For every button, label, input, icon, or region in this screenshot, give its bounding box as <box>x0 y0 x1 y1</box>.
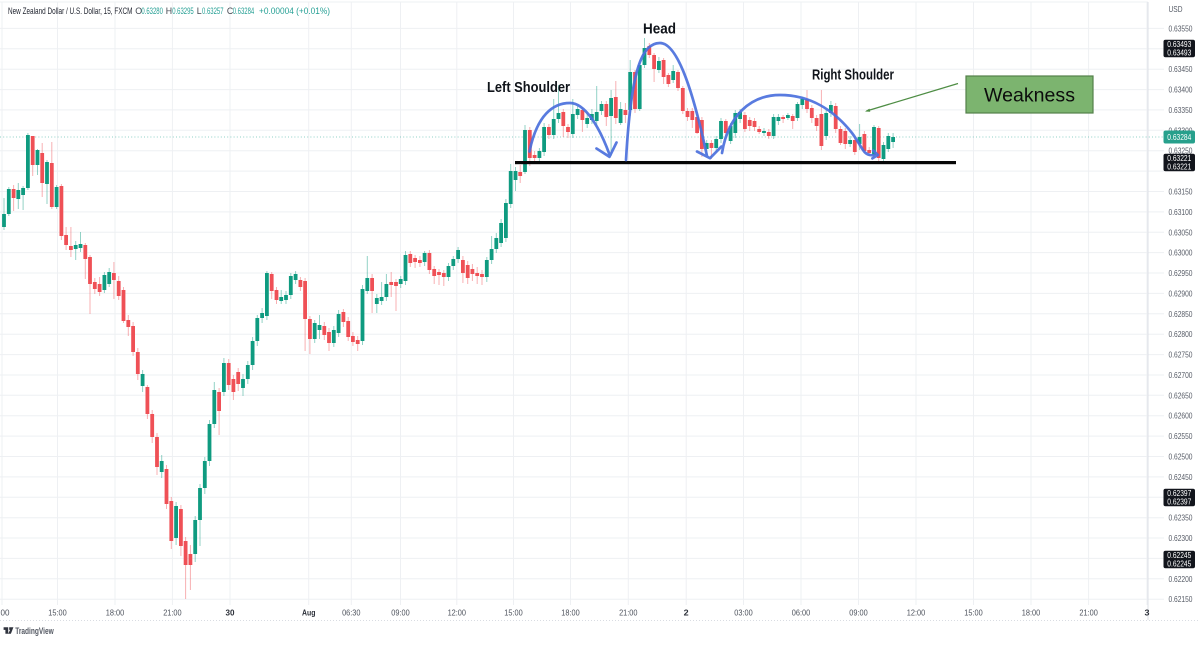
svg-text:03:00: 03:00 <box>734 608 753 618</box>
svg-text:21:00: 21:00 <box>619 608 638 618</box>
svg-text:12:00: 12:00 <box>448 608 467 618</box>
svg-text:0.63221: 0.63221 <box>1167 154 1191 163</box>
svg-text:09:00: 09:00 <box>849 608 868 618</box>
svg-text:0.63100: 0.63100 <box>1169 207 1193 217</box>
svg-text:0.63280: 0.63280 <box>141 6 163 16</box>
svg-text:09:00: 09:00 <box>391 608 410 618</box>
svg-text:0.63250: 0.63250 <box>1169 146 1193 156</box>
svg-text:0.62500: 0.62500 <box>1169 452 1193 462</box>
svg-text:0.62245: 0.62245 <box>1167 560 1192 569</box>
svg-text:15:00: 15:00 <box>964 608 983 618</box>
svg-text:0.63284: 0.63284 <box>1167 133 1192 142</box>
svg-text:Right Shoulder: Right Shoulder <box>812 67 894 84</box>
svg-text:21:00: 21:00 <box>163 608 182 618</box>
svg-text:0.62450: 0.62450 <box>1169 472 1193 482</box>
svg-text:21:00: 21:00 <box>1079 608 1098 618</box>
svg-text:0.63257: 0.63257 <box>202 6 224 16</box>
svg-text:0.63300: 0.63300 <box>1169 125 1193 135</box>
svg-text:0.63000: 0.63000 <box>1169 248 1193 258</box>
svg-text:Aug: Aug <box>302 608 316 618</box>
svg-text:30: 30 <box>226 608 235 618</box>
svg-text:0.63295: 0.63295 <box>172 6 194 16</box>
svg-text:06:00: 06:00 <box>792 608 811 618</box>
svg-text:+0.00004 (+0.01%): +0.00004 (+0.01%) <box>259 6 330 16</box>
svg-text:0.63493: 0.63493 <box>1167 40 1191 49</box>
svg-text:0.63493: 0.63493 <box>1167 49 1191 58</box>
svg-text:0.62650: 0.62650 <box>1169 390 1193 400</box>
svg-text:0.63450: 0.63450 <box>1169 64 1193 74</box>
svg-text:Weakness: Weakness <box>984 85 1075 107</box>
svg-text:H: H <box>166 6 172 16</box>
svg-text:3: 3 <box>1145 608 1150 618</box>
svg-text:15:00: 15:00 <box>48 608 67 618</box>
svg-text:18:00: 18:00 <box>561 608 580 618</box>
svg-text:0.62150: 0.62150 <box>1169 594 1193 604</box>
svg-text:C: C <box>227 6 234 16</box>
svg-text:06:30: 06:30 <box>342 608 361 618</box>
svg-text:12:00: 12:00 <box>907 608 926 618</box>
svg-text:0.62950: 0.62950 <box>1169 268 1193 278</box>
svg-text:0.63350: 0.63350 <box>1169 105 1193 115</box>
svg-text:0.62600: 0.62600 <box>1169 411 1193 421</box>
svg-text:0.63050: 0.63050 <box>1169 227 1193 237</box>
svg-text:18:00: 18:00 <box>1022 608 1041 618</box>
svg-text:0.62750: 0.62750 <box>1169 350 1193 360</box>
svg-text:0.63550: 0.63550 <box>1169 23 1193 33</box>
svg-text:New Zealand Dollar / U.S. Doll: New Zealand Dollar / U.S. Dollar, 15, FX… <box>8 6 133 16</box>
svg-text:O: O <box>135 6 142 16</box>
svg-text:Left Shoulder: Left Shoulder <box>487 79 570 96</box>
svg-text:0.63400: 0.63400 <box>1169 85 1193 95</box>
svg-text:0.62300: 0.62300 <box>1169 533 1193 543</box>
svg-text:0.63284: 0.63284 <box>233 6 255 16</box>
svg-text:0.62350: 0.62350 <box>1169 513 1193 523</box>
svg-text:2: 2 <box>684 608 689 618</box>
svg-text:0.62850: 0.62850 <box>1169 309 1193 319</box>
svg-text:0.62200: 0.62200 <box>1169 574 1193 584</box>
svg-text:18:00: 18:00 <box>106 608 125 618</box>
svg-text:0.63150: 0.63150 <box>1169 187 1193 197</box>
svg-text:15:00: 15:00 <box>504 608 523 618</box>
svg-text:0.62245: 0.62245 <box>1167 551 1192 560</box>
svg-text:0.62800: 0.62800 <box>1169 329 1193 339</box>
svg-text:0.62397: 0.62397 <box>1167 489 1191 498</box>
svg-text:0.62900: 0.62900 <box>1169 288 1193 298</box>
svg-text:0.62550: 0.62550 <box>1169 431 1193 441</box>
svg-text:USD: USD <box>1169 4 1183 14</box>
svg-text:Head: Head <box>643 21 676 38</box>
svg-text:0.62397: 0.62397 <box>1167 498 1191 507</box>
svg-text:0.62700: 0.62700 <box>1169 370 1193 380</box>
svg-text:00: 00 <box>1 608 10 618</box>
svg-text:L: L <box>197 6 202 16</box>
svg-text:TradingView: TradingView <box>15 626 54 636</box>
svg-text:0.63221: 0.63221 <box>1167 163 1191 172</box>
